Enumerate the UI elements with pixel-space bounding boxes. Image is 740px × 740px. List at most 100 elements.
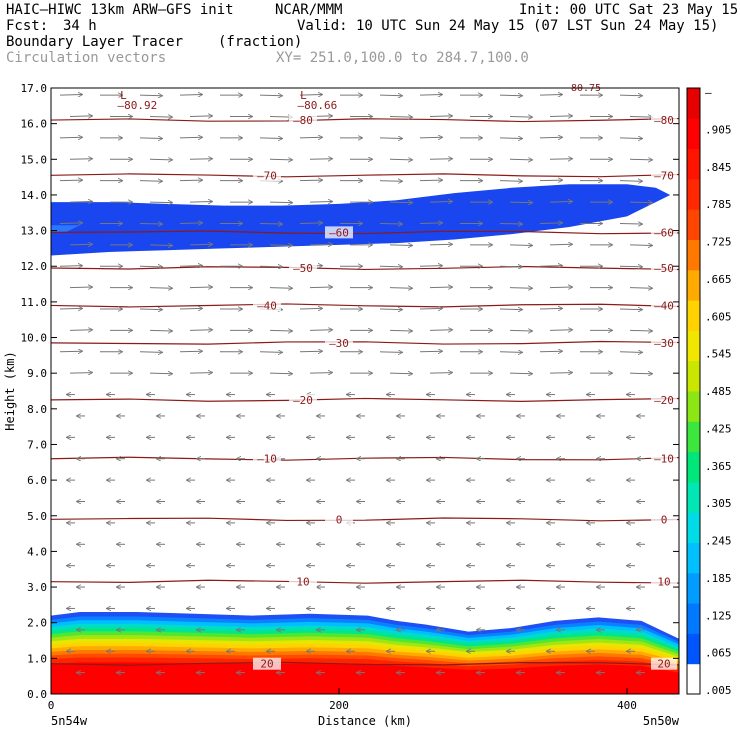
isotherm-right-label-8: –60	[654, 226, 674, 239]
isotherm-label-bg-9	[253, 169, 281, 182]
model-title: HAIC–HIWC 13km ARW–GFS init	[6, 2, 234, 18]
wind-vector	[499, 266, 522, 267]
wind-vector	[549, 159, 572, 160]
x-tick-label: 400	[617, 699, 637, 712]
colorbar-swatch	[687, 300, 700, 331]
wind-vector	[149, 245, 172, 246]
wind-vector	[379, 138, 402, 139]
y-tick-label: 13.0	[21, 225, 48, 238]
colorbar-label: .365	[705, 460, 732, 473]
colorbar-label: .305	[705, 497, 732, 510]
wind-vector	[549, 201, 572, 202]
wind-vector	[499, 223, 522, 224]
wind-vector	[69, 244, 92, 245]
forecast-hour: 34 h	[63, 18, 97, 34]
cross-section-endpoints: XY= 251.0,100.0 to 284.7,100.0	[276, 50, 529, 66]
isotherm-right-label-bg-1	[651, 575, 677, 588]
colorbar-swatch	[687, 269, 700, 301]
wind-vector	[189, 159, 212, 160]
wind-vector	[139, 138, 162, 139]
isotherm-10	[51, 117, 679, 123]
colorbar-label: .785	[705, 198, 732, 211]
wind-vector	[629, 159, 652, 160]
wind-vector	[309, 159, 332, 160]
isotherm-right-label-10: –80	[654, 114, 674, 127]
isotherm-9	[51, 173, 679, 178]
wind-vector	[179, 351, 202, 352]
wind-vector	[629, 202, 652, 203]
wind-vector	[189, 330, 212, 331]
isotherm-right-label-bg-6	[651, 299, 677, 312]
wind-vector	[69, 373, 92, 374]
y-tick-label: 3.0	[27, 581, 47, 594]
isotherm-right-label-6: –40	[654, 299, 674, 312]
wind-vector	[629, 245, 652, 246]
wind-vector	[189, 287, 212, 288]
colorbar-swatch	[687, 663, 700, 695]
wind-vector	[379, 181, 402, 182]
wind-vector	[419, 308, 442, 309]
isotherm-right-label-bg-5	[651, 336, 677, 349]
colorbar-label: .065	[705, 647, 732, 660]
colorbar-swatch	[687, 360, 700, 392]
isotherm-right-label-9: –70	[654, 169, 674, 182]
colorbar-label: .425	[705, 422, 732, 435]
wind-vector	[379, 95, 402, 96]
wind-vector	[189, 201, 212, 202]
isotherm-label-bg-6	[253, 299, 281, 312]
colorbar-label: .905	[705, 123, 732, 136]
wind-vector	[269, 159, 292, 160]
wind-vector	[499, 181, 522, 182]
colorbar-swatch	[687, 542, 700, 574]
colorbar-swatch	[687, 512, 700, 543]
isotherm-right-label-4: –20	[654, 394, 674, 407]
colorbar-swatch	[687, 572, 700, 604]
init-time: Init: 00 UTC Sat 23 May 15	[519, 2, 739, 18]
y-tick-label: 1.0	[27, 652, 47, 665]
wind-vector	[619, 352, 642, 353]
wind-vector	[509, 288, 532, 289]
forecast-label: Fcst:	[6, 18, 49, 34]
colorbar-swatch	[687, 118, 700, 150]
colorbar-label: .125	[705, 609, 732, 622]
isotherm-8	[51, 230, 679, 235]
wind-vector	[259, 223, 282, 224]
isotherm-label-bg-1	[289, 575, 317, 588]
x-start-point: 5n54w	[51, 714, 88, 728]
wind-vector	[509, 159, 532, 160]
isotherm-right-label-bg-2	[651, 513, 677, 526]
wind-vector	[69, 116, 92, 117]
colorbar-swatch	[687, 148, 700, 180]
isotherm-5	[51, 340, 679, 345]
wind-vector	[549, 373, 572, 374]
isotherm-label-4: –20	[293, 394, 313, 407]
isotherm-right-label-7: –50	[654, 262, 674, 275]
colorbar-swatch	[687, 391, 700, 422]
y-tick-label: 17.0	[21, 82, 48, 95]
temperature-contours	[51, 117, 679, 666]
wind-vector	[389, 202, 412, 203]
wind-vector	[149, 288, 172, 289]
wind-vector	[139, 181, 162, 182]
isotherm-2	[51, 517, 679, 522]
isotherm-0	[51, 661, 679, 666]
wind-vector	[299, 95, 322, 96]
wind-vector	[429, 373, 452, 374]
wind-vector	[619, 181, 642, 182]
x-tick-label: 200	[329, 699, 349, 712]
colorbar-swatch	[687, 603, 700, 634]
wind-vector	[389, 159, 412, 160]
wind-vector	[179, 137, 202, 138]
y-tick-label: 16.0	[21, 118, 48, 131]
y-tick-label: 15.0	[21, 153, 48, 166]
wind-vector	[139, 309, 162, 310]
wind-vector	[499, 138, 522, 139]
wind-vector	[509, 330, 532, 331]
wind-vector	[549, 287, 572, 288]
isotherm-1	[51, 579, 679, 584]
plot-frame	[50, 87, 680, 695]
isotherm-right-label-5: –30	[654, 337, 674, 350]
x-tick-label: 0	[48, 699, 55, 712]
isotherm-right-label-2: 0	[661, 513, 668, 526]
